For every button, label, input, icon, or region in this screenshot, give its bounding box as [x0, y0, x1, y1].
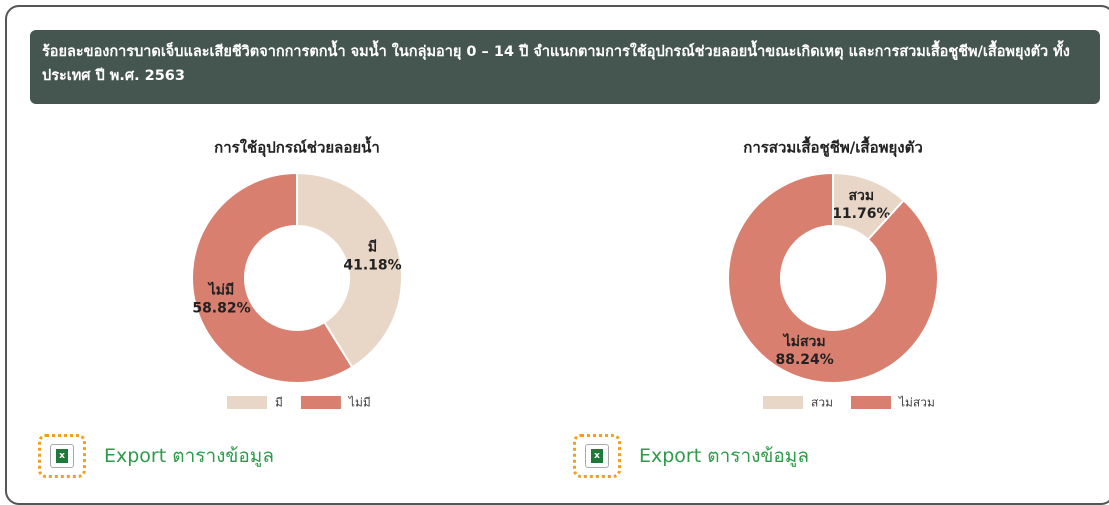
slice-category: สวม	[849, 188, 875, 204]
legend-swatch	[300, 396, 341, 409]
slice-category: มี	[368, 240, 377, 256]
slice-value-label: 11.76%	[832, 206, 890, 222]
slice-category: ไม่มี	[207, 280, 235, 298]
chart-title: การใช้อุปกรณ์ช่วยลอยน้ำ	[214, 136, 380, 158]
export-button[interactable]: x Export ตารางข้อมูล	[38, 434, 274, 478]
slice-category: ไม่สวม	[782, 332, 826, 350]
legend-swatch	[763, 396, 803, 409]
legend-swatch	[850, 396, 891, 409]
chart-title: การสวมเสื้อชูชีพ/เสื้อพยุงตัว	[743, 136, 923, 158]
legend-label: ไม่มี	[348, 396, 371, 410]
pie-slice	[727, 171, 939, 384]
slice-value-label: 88.24%	[775, 352, 833, 368]
pie-slice	[296, 171, 403, 369]
legend-swatch	[227, 396, 267, 409]
excel-icon: x	[573, 434, 621, 478]
export-label[interactable]: Export ตารางข้อมูล	[104, 445, 274, 467]
legend-label: ไม่สวม	[898, 396, 935, 410]
charts: การใช้อุปกรณ์ช่วยลอยน้ำมี 41.18% ไม่มี 58.8…	[191, 136, 939, 410]
export-button[interactable]: x Export ตารางข้อมูล	[573, 434, 809, 478]
export-label[interactable]: Export ตารางข้อมูล	[639, 445, 809, 467]
header-banner: ร้อยละของการบาดเจ็บและเสียชีวิตจากการตกน…	[30, 30, 1100, 104]
excel-icon: x	[38, 434, 86, 478]
pie-slice	[191, 171, 354, 384]
slice-value-label: 58.82%	[192, 300, 250, 316]
slice-value-label: 41.18%	[343, 258, 401, 274]
page: ร้อยละของการบาดเจ็บและเสียชีวิตจากการตกน…	[5, 5, 1109, 505]
legend-label: มี	[275, 396, 283, 410]
legend-label: สวม	[811, 396, 833, 410]
